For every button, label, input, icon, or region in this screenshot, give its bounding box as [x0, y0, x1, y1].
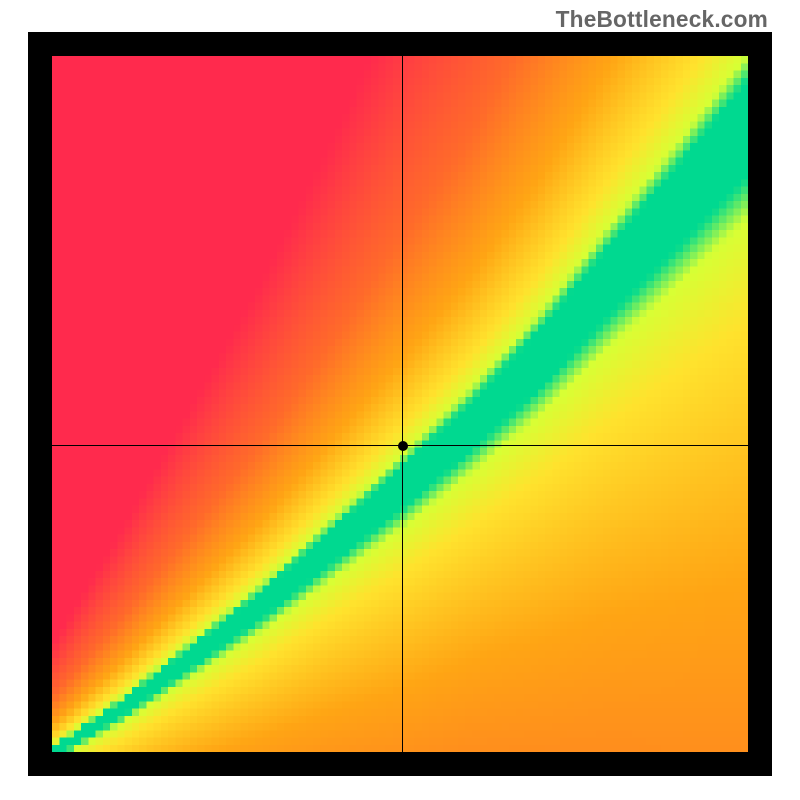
watermark-text: TheBottleneck.com [556, 6, 768, 33]
crosshair-marker-dot [398, 441, 408, 451]
crosshair-vertical [402, 56, 403, 752]
heatmap-canvas [52, 56, 748, 752]
plot-frame [28, 32, 772, 776]
chart-container: TheBottleneck.com [0, 0, 800, 800]
